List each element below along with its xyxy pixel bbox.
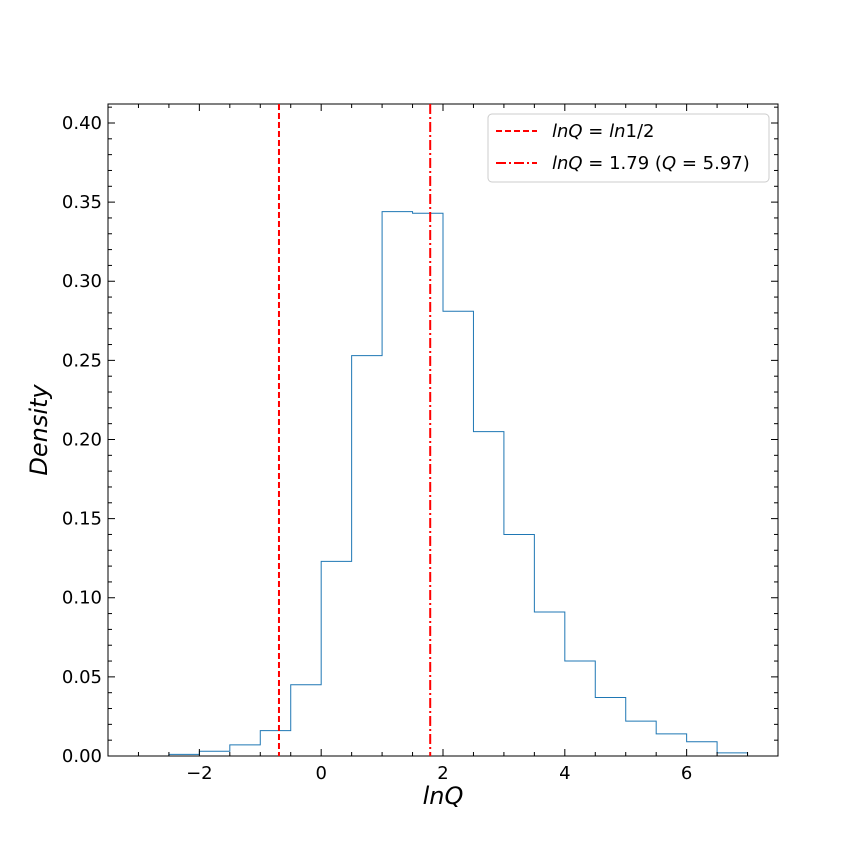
histogram-bin xyxy=(534,612,564,756)
y-axis-label: Density xyxy=(25,384,53,476)
histogram-bin xyxy=(260,731,290,756)
y-tick-label: 0.25 xyxy=(62,350,102,371)
histogram-bin xyxy=(199,751,229,756)
histogram-bin xyxy=(565,661,595,756)
histogram-bin xyxy=(413,213,443,756)
axis-ticks xyxy=(107,104,779,757)
histogram-bin xyxy=(352,356,382,756)
y-tick-label: 0.15 xyxy=(62,509,102,530)
reference-lines xyxy=(277,104,432,756)
x-tick-label: −2 xyxy=(186,763,213,784)
x-tick-label: 6 xyxy=(681,763,692,784)
x-tick-label: 4 xyxy=(559,763,570,784)
y-tick-label: 0.05 xyxy=(62,667,102,688)
histogram-bin xyxy=(687,742,717,756)
histogram-bin xyxy=(321,561,351,756)
legend-entry-lnq-1-79: lnQ = 1.79 (Q = 5.97) xyxy=(552,153,750,174)
histogram-bin xyxy=(626,721,656,756)
histogram-bin xyxy=(443,311,473,756)
histogram-bin xyxy=(717,753,747,756)
legend: lnQ = ln1/2 lnQ = 1.79 (Q = 5.97) xyxy=(487,113,770,183)
histogram-bin xyxy=(595,697,625,756)
histogram-bin xyxy=(382,212,412,756)
histogram-bin xyxy=(169,754,199,756)
y-tick-label: 0.10 xyxy=(62,588,102,609)
histogram-series xyxy=(168,211,749,756)
y-tick-label: 0.35 xyxy=(62,192,102,213)
histogram-bin xyxy=(504,534,534,756)
tick-labels: −2 0 2 4 6 0.00 0.05 0.10 0.15 0.20 0.25 0.30 0.35 0.… xyxy=(62,113,692,784)
y-tick-label: 0.20 xyxy=(62,429,102,450)
legend-entry-ln-half: lnQ = ln1/2 xyxy=(552,121,655,142)
histogram-bin xyxy=(473,432,503,756)
histogram-step-outline xyxy=(168,211,749,756)
histogram-bin xyxy=(656,734,686,756)
x-tick-label: 0 xyxy=(315,763,326,784)
x-tick-label: 2 xyxy=(437,763,448,784)
histogram-bin xyxy=(291,685,321,756)
y-tick-label: 0.30 xyxy=(62,271,102,292)
y-tick-label: 0.00 xyxy=(62,746,102,767)
x-axis-label: lnQ xyxy=(423,782,464,810)
histogram-bin xyxy=(230,745,260,756)
y-tick-label: 0.40 xyxy=(62,113,102,134)
legend-box xyxy=(487,113,770,183)
